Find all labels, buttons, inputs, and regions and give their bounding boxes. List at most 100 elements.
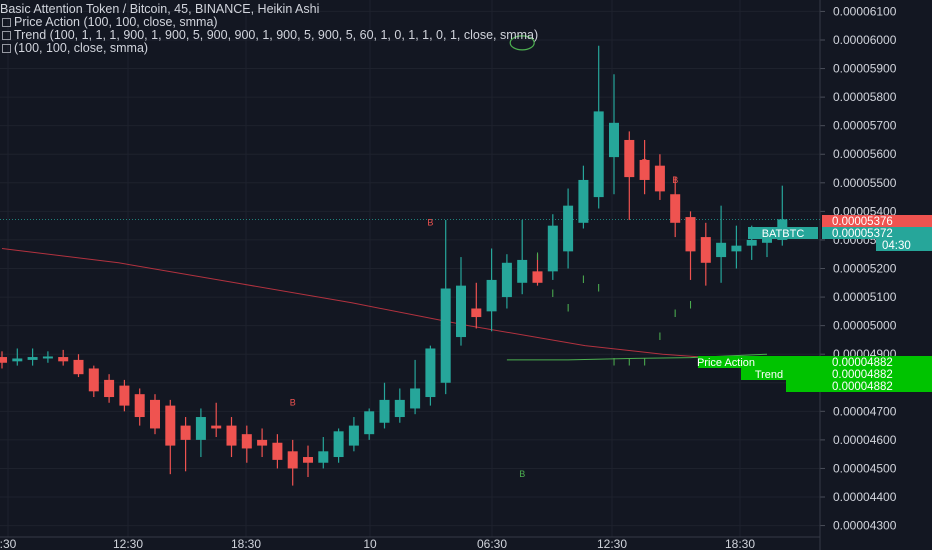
y-tick-label: 0.00004700	[833, 404, 897, 418]
x-tick-label: :30	[0, 537, 17, 550]
candle-body	[563, 205, 574, 252]
legend-title: Basic Attention Token / Bitcoin, 45, BIN…	[0, 2, 320, 16]
candle-body	[609, 122, 619, 158]
y-tick-label: 0.00005700	[833, 119, 897, 133]
y-tick-label: 0.00005100	[833, 290, 897, 304]
candle-body	[150, 399, 160, 429]
trend-marker: I	[689, 299, 692, 311]
candle-body	[180, 425, 191, 440]
price-tag-value: 0.00005376	[832, 216, 893, 228]
price-tag-value: 0.00004882	[832, 357, 893, 369]
candle-body	[410, 388, 421, 409]
candle-body	[547, 225, 558, 272]
x-tick-label: 18:30	[231, 537, 261, 550]
expand-icon[interactable]	[2, 18, 11, 27]
candle-body	[762, 237, 772, 243]
price-tag-bg	[876, 239, 932, 251]
candle-body	[578, 179, 589, 223]
trend-marker: I	[658, 331, 661, 343]
y-tick-label: 0.00005900	[833, 62, 897, 76]
trend-marker: I	[597, 282, 600, 294]
candle-body	[716, 242, 727, 258]
candle-body	[104, 379, 115, 398]
price-tag: 04:30	[876, 239, 932, 252]
price-tag: 0.00005376	[822, 215, 932, 228]
y-tick-label: 0.00005400	[833, 204, 897, 218]
expand-icon[interactable]	[2, 31, 11, 40]
candle-body	[670, 194, 681, 223]
trend-marker: I	[643, 357, 646, 369]
candle-body	[241, 434, 252, 449]
price-tag: 0.00004882	[786, 380, 932, 393]
candle-body	[501, 262, 512, 298]
candle-body	[42, 356, 53, 359]
candle-body	[348, 425, 359, 446]
candle-body	[58, 357, 69, 362]
chart-legend: Basic Attention Token / Bitcoin, 45, BIN…	[0, 3, 538, 55]
candle-body	[318, 451, 329, 463]
x-tick-label: 18:30	[725, 537, 755, 550]
y-tick-label: 0.00006000	[833, 33, 897, 47]
x-tick-label: 12:30	[113, 537, 143, 550]
trend-marker: I	[551, 288, 554, 300]
trend-marker: I	[612, 357, 615, 369]
price-tag-symbol: Trend	[755, 369, 783, 381]
candle-body	[119, 385, 130, 406]
candle-body	[364, 411, 375, 435]
price-tag-value: 0.00004882	[832, 381, 893, 393]
peak-ellipse-marker	[509, 35, 535, 51]
expand-icon[interactable]	[2, 44, 11, 53]
candle-body	[272, 442, 283, 460]
candle-body	[226, 425, 237, 446]
legend-smma[interactable]: (100, 100, close, smma)	[0, 42, 538, 55]
legend-trend[interactable]: Trend (100, 1, 1, 1, 900, 1, 900, 5, 900…	[0, 29, 538, 42]
buy-signal-marker: B	[427, 218, 433, 228]
y-tick-label: 0.00006100	[833, 4, 897, 18]
y-tick-label: 0.00004600	[833, 433, 897, 447]
price-tag-bg	[822, 215, 932, 227]
x-tick-label: 06:30	[477, 537, 507, 550]
trend-marker: I	[582, 274, 585, 286]
candle-body	[685, 217, 696, 252]
smma-line	[1, 248, 780, 361]
price-tag-bg	[741, 368, 932, 380]
candle-body	[0, 357, 7, 363]
candle-body	[700, 237, 711, 263]
y-tick-label: 0.00005600	[833, 147, 897, 161]
price-tag-bg	[786, 380, 932, 392]
candle-body	[532, 271, 543, 283]
candle-body	[287, 451, 298, 469]
candle-body	[593, 111, 604, 198]
candle-body	[440, 288, 451, 383]
candle-body	[394, 399, 405, 418]
price-tag-symbol: Price Action	[697, 357, 755, 369]
candle-body	[639, 159, 650, 180]
trend-marker: I	[536, 251, 539, 263]
price-tag: Trend 0.00004882	[741, 368, 932, 381]
price-tag: BATBTC 0.00005372	[748, 227, 932, 240]
price-tag-value: 0.00004882	[832, 369, 893, 381]
candle-body	[379, 399, 390, 423]
candle-body	[731, 245, 742, 252]
candle-body	[746, 239, 757, 246]
x-tick-label: 12:30	[597, 537, 627, 550]
candle-body	[517, 259, 528, 283]
candle-body	[425, 348, 436, 398]
candle-body	[456, 285, 466, 338]
legend-price-action[interactable]: Price Action (100, 100, close, smma)	[0, 16, 538, 29]
buy-signal-marker: B	[290, 398, 296, 408]
price-tag-bg	[822, 227, 932, 239]
candle-body	[333, 431, 344, 458]
candle-body	[88, 368, 99, 392]
price-tag-value: 0.00005372	[832, 228, 893, 240]
candle-body	[624, 139, 635, 178]
buy-signal-marker: B	[626, 141, 632, 151]
candle-body	[211, 425, 222, 429]
symbol-tag-bg	[748, 227, 818, 239]
buy-signal-marker: B	[519, 469, 525, 479]
buy-signal-marker: B	[642, 158, 648, 168]
candle-body	[303, 457, 313, 463]
y-tick-label: 0.00005000	[833, 319, 897, 333]
trend-marker: I	[674, 308, 677, 320]
